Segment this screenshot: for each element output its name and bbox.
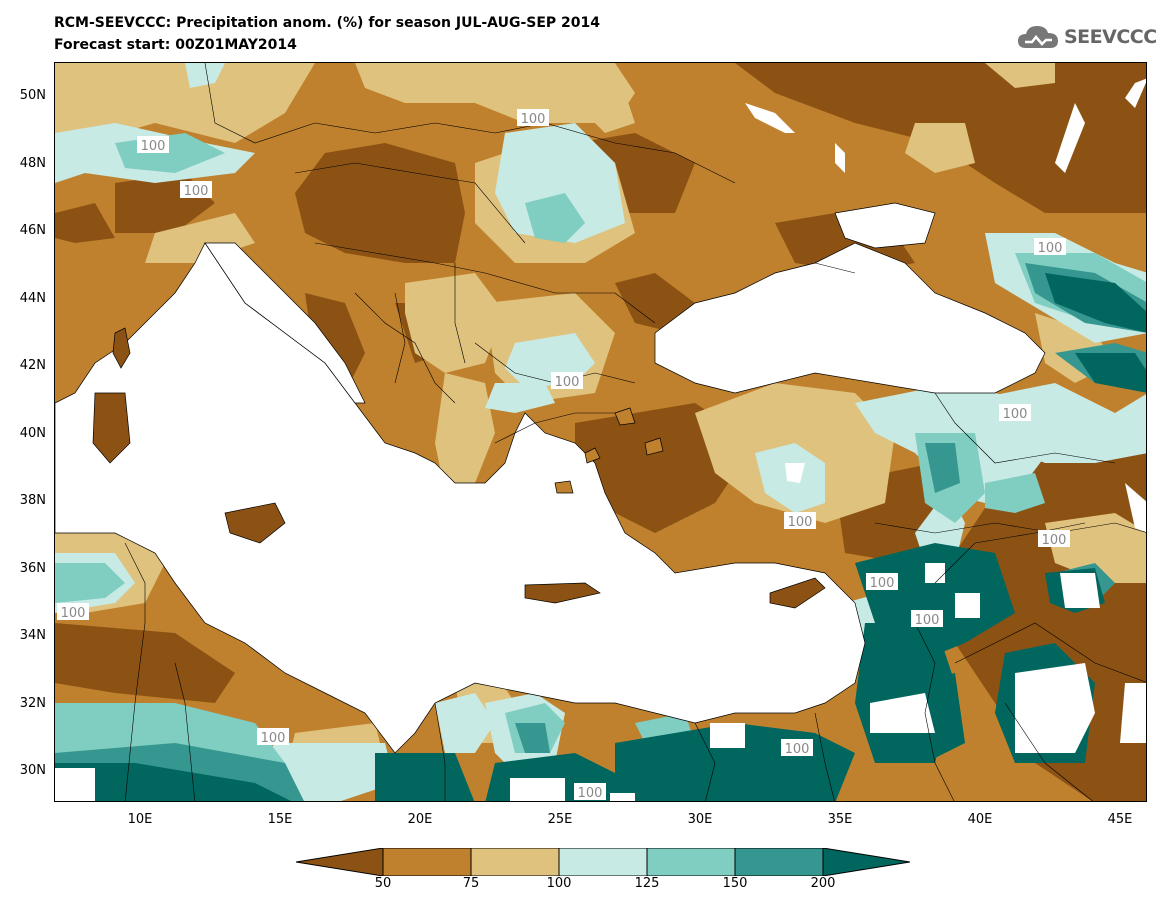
lat-label: 34N — [19, 628, 46, 643]
lat-label: 46N — [19, 223, 46, 238]
chart-title: RCM-SEEVCCC: Precipitation anom. (%) for… — [54, 12, 600, 56]
contour-label: 100 — [555, 375, 580, 390]
lat-label: 40N — [19, 426, 46, 441]
contour-label: 100 — [61, 606, 86, 621]
contour-label-box — [781, 739, 813, 756]
lon-label: 30E — [687, 812, 713, 827]
azov-sea — [834, 202, 936, 249]
logo-text: SEEVCCC — [1064, 26, 1157, 48]
lat-label: 38N — [19, 493, 46, 508]
country-borders — [124, 63, 1146, 801]
lon-label: 35E — [827, 812, 853, 827]
lon-label: 10E — [127, 812, 153, 827]
colorbar-above-200 — [822, 848, 910, 876]
lat-label: 48N — [19, 156, 46, 171]
colorbar-100-125 — [558, 848, 648, 876]
crete — [524, 582, 601, 604]
colorbar-50-75 — [382, 848, 472, 876]
contour-label-box — [866, 573, 898, 590]
contour-label-box — [999, 404, 1031, 421]
contour-label-box — [517, 109, 549, 126]
colorbar-tick-label: 150 — [722, 876, 748, 891]
cyprus — [769, 577, 826, 609]
colorbar-tick-label: 50 — [374, 876, 392, 891]
lat-label: 42N — [19, 358, 46, 373]
lon-label: 15E — [267, 812, 293, 827]
sicily — [224, 502, 286, 544]
black-sea — [654, 242, 1046, 394]
contour-label: 100 — [1003, 407, 1028, 422]
lat-label: 30N — [19, 763, 46, 778]
seevccc-logo: SEEVCCC — [1016, 22, 1157, 52]
white-patches — [55, 78, 1146, 801]
sardinia — [92, 392, 131, 464]
cloud-icon — [1018, 26, 1058, 48]
contour-label-box — [1038, 530, 1070, 547]
lat-label: 32N — [19, 696, 46, 711]
lon-label: 20E — [407, 812, 433, 827]
contour-label: 100 — [521, 112, 546, 127]
contour-label-box — [911, 610, 943, 627]
colorbar-below-50 — [296, 848, 384, 876]
contour-labels: 100 100 100 100 100 100 100 100 100 100 100 100 100 1… — [57, 109, 1070, 801]
contour-label: 100 — [184, 184, 209, 199]
colorbar-150-200 — [734, 848, 824, 876]
lon-label: 25E — [547, 812, 573, 827]
contour-label-box — [784, 512, 816, 529]
contour-label: 100 — [261, 731, 286, 746]
sea-areas — [55, 202, 1046, 754]
lat-label: 44N — [19, 291, 46, 306]
colorbar-75-100 — [470, 848, 560, 876]
lon-label: 45E — [1107, 812, 1133, 827]
contour-label-box — [574, 783, 606, 800]
title-line-1: RCM-SEEVCCC: Precipitation anom. (%) for… — [54, 15, 600, 31]
adriatic-sea — [204, 242, 366, 404]
contour-label: 100 — [788, 515, 813, 530]
corsica — [112, 327, 131, 369]
title-line-2: Forecast start: 00Z01MAY2014 — [54, 37, 297, 53]
contour-label-box — [1034, 238, 1066, 255]
lat-label: 50N — [19, 88, 46, 103]
map-panel: 100 100 100 100 100 100 100 100 100 100 100 100 100 1… — [54, 62, 1147, 802]
contour-label: 100 — [870, 576, 895, 591]
colorbar-tick-label: 100 — [546, 876, 572, 891]
contour-label-box — [551, 372, 583, 389]
contour-label-box — [137, 136, 169, 153]
colorbar-125-150 — [646, 848, 736, 876]
colorbar-tick-label: 200 — [810, 876, 836, 891]
contour-label-box — [257, 728, 289, 745]
colorbar-tick-label: 75 — [462, 876, 480, 891]
colorbar-tick-label: 125 — [634, 876, 660, 891]
contour-label: 100 — [1038, 241, 1063, 256]
contour-label-box — [180, 181, 212, 198]
contour-label: 100 — [141, 139, 166, 154]
islands — [92, 327, 826, 609]
lat-label: 36N — [19, 561, 46, 576]
contour-label: 100 — [915, 613, 940, 628]
anomaly-map: 100 100 100 100 100 100 100 100 100 100 100 100 100 1… — [55, 63, 1146, 801]
contour-label: 100 — [1042, 533, 1067, 548]
contour-label: 100 — [578, 786, 603, 801]
lon-label: 40E — [967, 812, 993, 827]
contour-label: 100 — [785, 742, 810, 757]
contour-label-box — [57, 603, 89, 620]
colorbar — [296, 848, 910, 876]
